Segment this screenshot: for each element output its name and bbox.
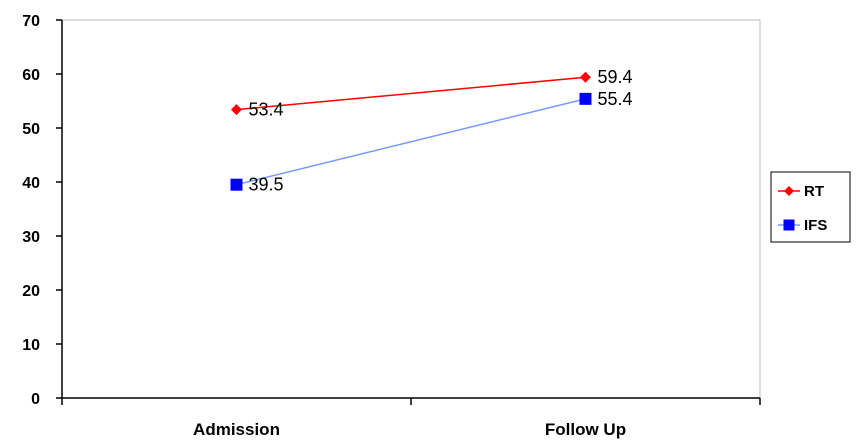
y-tick-label: 70 xyxy=(22,13,40,30)
data-label: 55.4 xyxy=(598,89,633,109)
y-tick-label: 30 xyxy=(22,229,40,246)
y-tick-label: 20 xyxy=(22,283,40,300)
data-label: 59.4 xyxy=(598,67,633,87)
y-axis: 0 10 20 30 40 50 60 70 xyxy=(22,13,63,408)
series-layer: 53.4 59.4 39.5 55.4 xyxy=(230,67,633,195)
y-tick-label: 0 xyxy=(31,391,40,408)
series-line xyxy=(236,76,586,111)
y-tick-label: 40 xyxy=(22,175,40,192)
series-line xyxy=(236,98,586,186)
data-point xyxy=(231,104,242,116)
legend-marker xyxy=(783,219,795,231)
x-category-label: Admission xyxy=(193,420,280,439)
data-label: 39.5 xyxy=(249,175,284,195)
y-tick-label: 50 xyxy=(22,121,40,138)
legend-item-ifs: IFS xyxy=(778,217,827,234)
y-tick-label: 10 xyxy=(22,337,40,354)
x-category-label: Follow Up xyxy=(545,420,626,439)
legend-marker xyxy=(784,186,794,196)
data-point xyxy=(579,92,592,105)
legend: RT IFS xyxy=(770,171,851,243)
legend-label: IFS xyxy=(804,217,827,234)
series-ifs: 39.5 55.4 xyxy=(230,89,633,195)
data-point xyxy=(230,178,243,191)
legend-item-rt: RT xyxy=(778,183,824,200)
series-rt: 53.4 59.4 xyxy=(231,67,633,120)
x-axis: Admission Follow Up xyxy=(61,397,761,439)
legend-label: RT xyxy=(804,183,824,200)
data-point xyxy=(580,71,591,83)
y-tick-label: 60 xyxy=(22,67,40,84)
plot-area xyxy=(61,19,761,399)
data-label: 53.4 xyxy=(249,100,284,120)
